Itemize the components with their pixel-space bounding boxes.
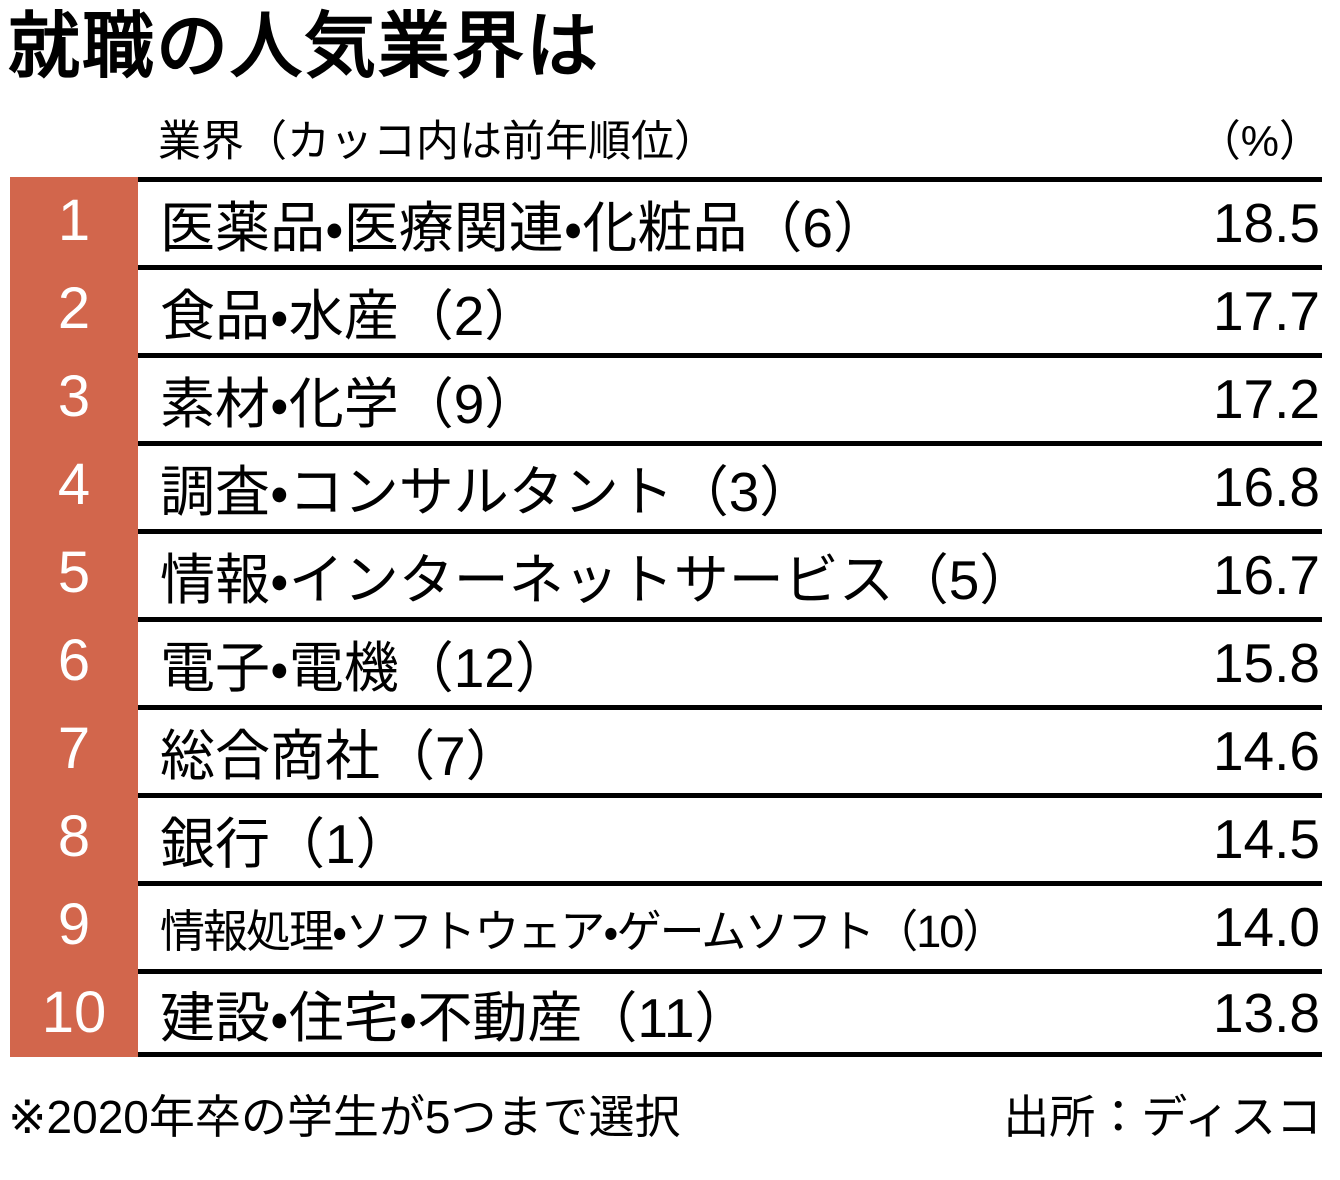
industry-name: 総合商社（7） bbox=[160, 725, 521, 788]
value-percent: 16.7 bbox=[1212, 544, 1320, 607]
value-percent: 18.5 bbox=[1212, 192, 1320, 255]
value-percent: 16.8 bbox=[1212, 456, 1320, 519]
table-row: 10 建設・住宅・不動産（11） 13.8 bbox=[10, 968, 1322, 1057]
industry-name: 医薬品・医療関連・化粧品（6） bbox=[160, 197, 888, 260]
row-cells: 調査・コンサルタント（3） 16.8 bbox=[138, 440, 1322, 529]
value-percent: 17.7 bbox=[1212, 280, 1320, 343]
industry-name: 建設・住宅・不動産（11） bbox=[160, 986, 750, 1049]
row-cells: 情報・インターネットサービス（5） 16.7 bbox=[138, 528, 1322, 617]
table-row: 3 素材・化学（9） 17.2 bbox=[10, 352, 1322, 441]
industry-name: 情報処理・ソフトウェア・ゲームソフト（10） bbox=[160, 905, 1007, 957]
table-row: 7 総合商社（7） 14.6 bbox=[10, 704, 1322, 793]
row-cells: 情報処理・ソフトウェア・ゲームソフト（10） 14.0 bbox=[138, 880, 1322, 969]
rank-badge: 4 bbox=[10, 440, 138, 529]
industry-name: 調査・コンサルタント（3） bbox=[160, 461, 815, 524]
industry-name: 情報・インターネットサービス（5） bbox=[160, 549, 1035, 612]
source-label: 出所：ディスコ bbox=[1003, 1090, 1322, 1143]
value-percent: 14.6 bbox=[1212, 720, 1320, 783]
value-percent: 15.8 bbox=[1212, 632, 1320, 695]
row-cells: 電子・電機（12） 15.8 bbox=[138, 616, 1322, 705]
table-row: 4 調査・コンサルタント（3） 16.8 bbox=[10, 440, 1322, 529]
footnote: ※2020年卒の学生が5つまで選択 bbox=[8, 1090, 681, 1143]
table-row: 9 情報処理・ソフトウェア・ゲームソフト（10） 14.0 bbox=[10, 880, 1322, 969]
industry-column-header: 業界（カッコ内は前年順位） bbox=[158, 117, 717, 166]
row-cells: 建設・住宅・不動産（11） 13.8 bbox=[138, 968, 1322, 1057]
row-cells: 食品・水産（2） 17.7 bbox=[138, 264, 1322, 353]
industry-name: 素材・化学（9） bbox=[160, 373, 540, 436]
industry-name: 食品・水産（2） bbox=[160, 285, 540, 348]
rank-badge: 7 bbox=[10, 704, 138, 793]
table-row: 6 電子・電機（12） 15.8 bbox=[10, 616, 1322, 705]
rank-badge: 3 bbox=[10, 352, 138, 441]
row-cells: 医薬品・医療関連・化粧品（6） 18.5 bbox=[138, 176, 1322, 265]
table-row: 8 銀行（1） 14.5 bbox=[10, 792, 1322, 881]
rank-badge: 8 bbox=[10, 792, 138, 881]
percent-column-header: （%） bbox=[1197, 117, 1322, 166]
industry-name: 電子・電機（12） bbox=[160, 637, 570, 700]
table-header: 業界（カッコ内は前年順位） （%） bbox=[158, 107, 1322, 169]
row-cells: 素材・化学（9） 17.2 bbox=[138, 352, 1322, 441]
table-row: 5 情報・インターネットサービス（5） 16.7 bbox=[10, 528, 1322, 617]
rank-badge: 10 bbox=[10, 968, 138, 1057]
industry-name: 銀行（1） bbox=[160, 813, 411, 876]
row-cells: 総合商社（7） 14.6 bbox=[138, 704, 1322, 793]
table-row: 2 食品・水産（2） 17.7 bbox=[10, 264, 1322, 353]
rank-badge: 9 bbox=[10, 880, 138, 969]
value-percent: 14.5 bbox=[1212, 808, 1320, 871]
page-title: 就職の人気業界は bbox=[8, 7, 601, 87]
rank-badge: 1 bbox=[10, 176, 138, 265]
value-percent: 14.0 bbox=[1212, 896, 1320, 959]
table-row: 1 医薬品・医療関連・化粧品（6） 18.5 bbox=[10, 176, 1322, 265]
value-percent: 17.2 bbox=[1212, 368, 1320, 431]
footer-row: ※2020年卒の学生が5つまで選択 出所：ディスコ bbox=[8, 1081, 1322, 1147]
rank-badge: 2 bbox=[10, 264, 138, 353]
ranking-table: 1 医薬品・医療関連・化粧品（6） 18.5 2 食品・水産（2） 17.7 3… bbox=[10, 176, 1322, 1057]
rank-badge: 6 bbox=[10, 616, 138, 705]
rank-badge: 5 bbox=[10, 528, 138, 617]
row-cells: 銀行（1） 14.5 bbox=[138, 792, 1322, 881]
value-percent: 13.8 bbox=[1212, 981, 1320, 1044]
chart-page: 就職の人気業界は 業界（カッコ内は前年順位） （%） 1 医薬品・医療関連・化粧… bbox=[0, 6, 1340, 1180]
